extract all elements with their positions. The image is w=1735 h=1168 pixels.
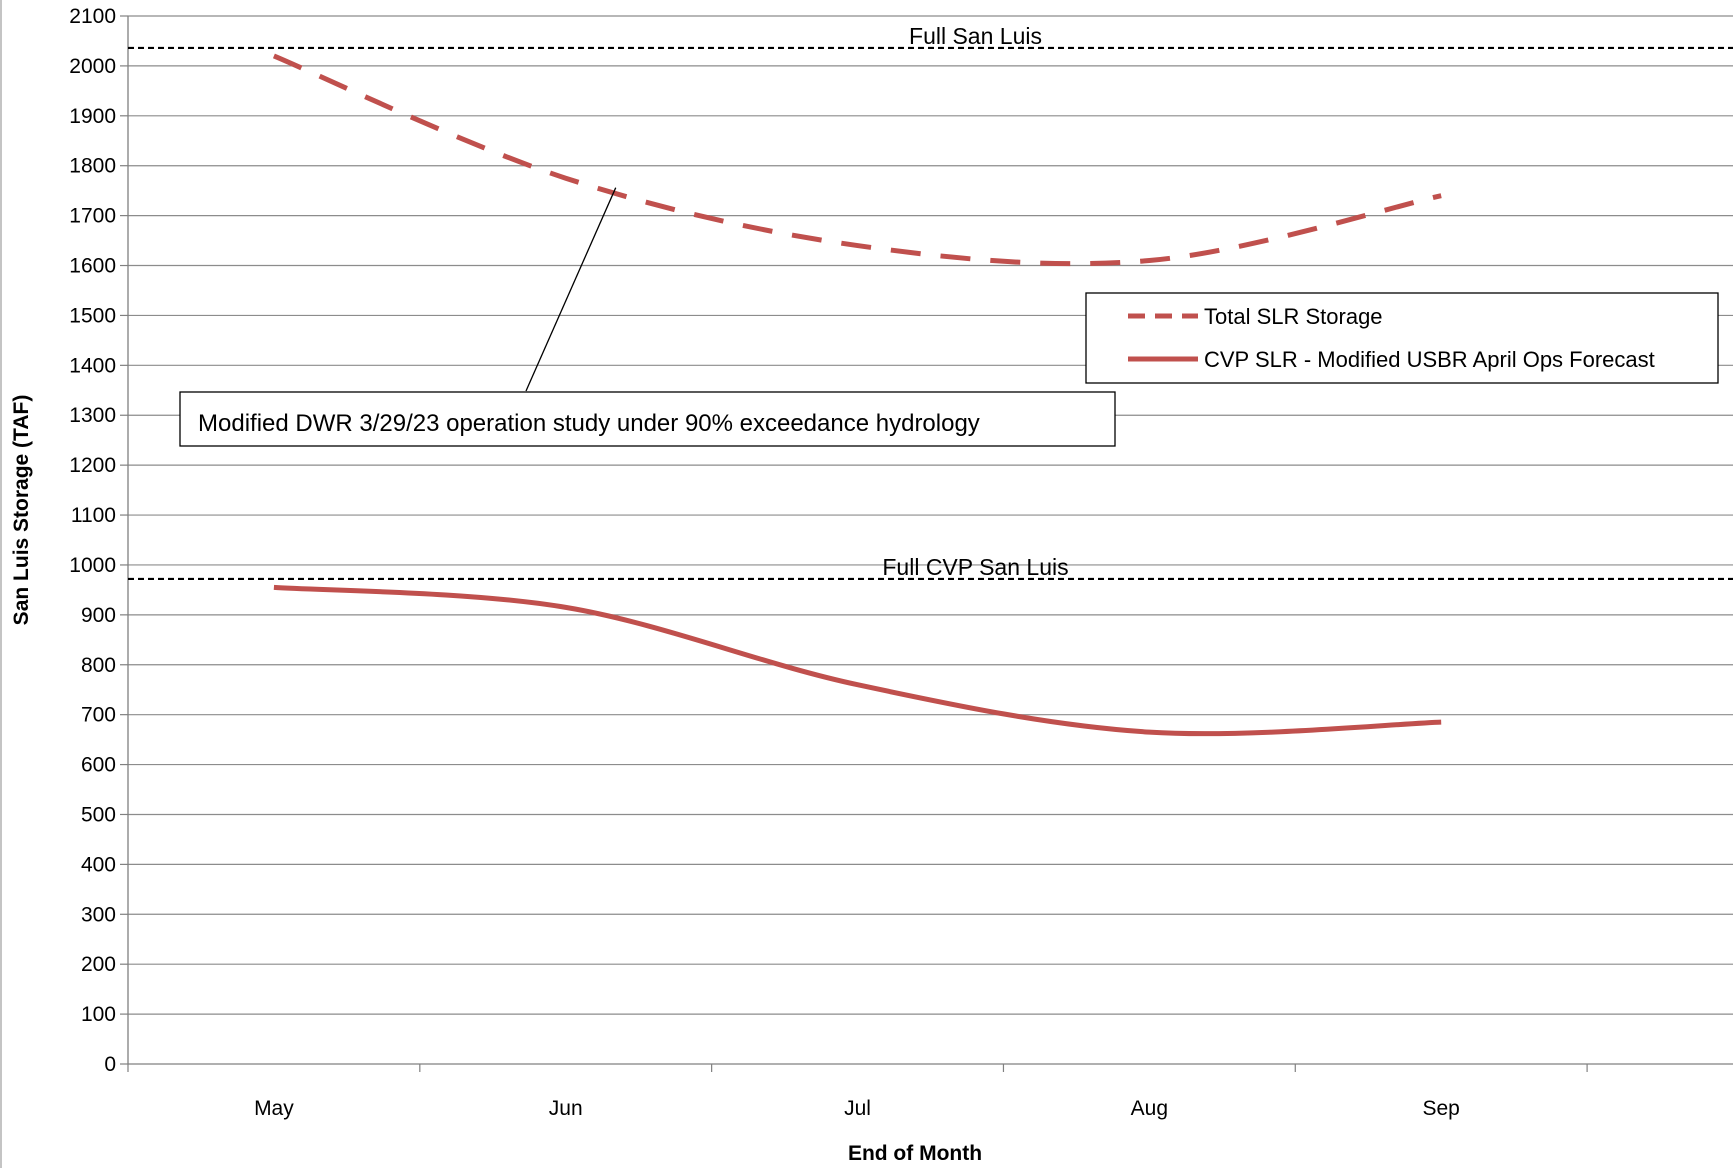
annotation-callout: Modified DWR 3/29/23 operation study und… [179, 187, 1116, 447]
series-line-0 [272, 53, 1442, 267]
y-tick-label-1400: 1400 [69, 354, 116, 377]
legend: Total SLR Storage CVP SLR - Modified USB… [1085, 292, 1719, 384]
series-layer [272, 53, 1442, 737]
y-tick-label-1700: 1700 [69, 205, 116, 228]
y-tick-label-700: 700 [81, 704, 116, 727]
y-tick-label-900: 900 [81, 604, 116, 627]
y-tick-label-200: 200 [81, 953, 116, 976]
gridlines [128, 15, 1733, 1015]
x-tick-label-may: May [254, 1097, 294, 1120]
annotation-box [179, 391, 1116, 447]
y-tick-label-1000: 1000 [69, 554, 116, 577]
y-tick-label-300: 300 [81, 903, 116, 926]
y-tick-label-1600: 1600 [69, 255, 116, 278]
y-tick-label-1900: 1900 [69, 105, 116, 128]
y-tick-label-1300: 1300 [69, 404, 116, 427]
reference-line-label-1: Full CVP San Luis [882, 554, 1068, 580]
x-axis-ticks: May Jun Jul Aug Sep [127, 1064, 1588, 1120]
x-tick-label-aug: Aug [1131, 1097, 1168, 1120]
y-tick-label-2100: 2100 [69, 5, 116, 28]
y-tick-label-600: 600 [81, 754, 116, 777]
x-axis-title: End of Month [848, 1142, 982, 1165]
axes [127, 16, 1733, 1065]
x-tick-label-jul: Jul [844, 1097, 871, 1120]
y-tick-label-100: 100 [81, 1003, 116, 1026]
y-tick-label-0: 0 [104, 1053, 116, 1076]
y-axis-ticks: 0 100 200 300 400 500 600 700 800 900 1000 1100 1200… [69, 5, 128, 1076]
x-tick-label-sep: Sep [1422, 1097, 1459, 1120]
y-tick-label-1800: 1800 [69, 155, 116, 178]
y-tick-label-400: 400 [81, 853, 116, 876]
y-tick-label-2000: 2000 [69, 55, 116, 78]
y-tick-label-500: 500 [81, 803, 116, 826]
series-line-1 [273, 584, 1442, 737]
legend-label-total-slr: Total SLR Storage [1204, 304, 1383, 329]
legend-box [1085, 292, 1719, 384]
reference-lines: Full San Luis Full CVP San Luis [128, 23, 1733, 581]
annotation-text: Modified DWR 3/29/23 operation study und… [198, 410, 980, 437]
y-tick-label-1500: 1500 [69, 304, 116, 327]
y-tick-label-1100: 1100 [71, 504, 116, 527]
y-tick-label-1200: 1200 [69, 454, 116, 477]
annotation-leader-line [525, 187, 617, 392]
reference-line-label-0: Full San Luis [909, 23, 1042, 49]
y-tick-label-800: 800 [81, 654, 116, 677]
x-tick-label-jun: Jun [549, 1097, 583, 1120]
y-axis-title: San Luis Storage (TAF) [10, 395, 33, 626]
legend-label-cvp-slr: CVP SLR - Modified USBR April Ops Foreca… [1204, 347, 1655, 372]
